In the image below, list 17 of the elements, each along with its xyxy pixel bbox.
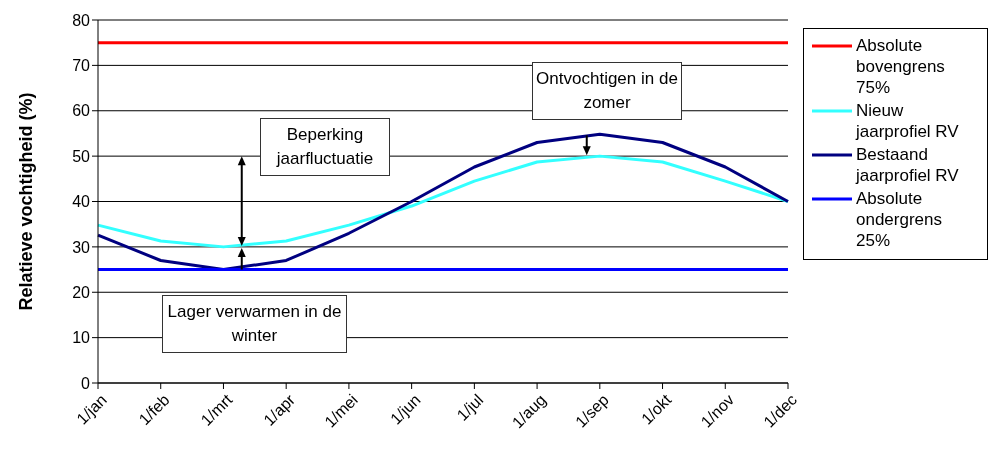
y-tick-label: 10 [72, 329, 91, 347]
y-tick-label: 40 [72, 193, 91, 211]
y-tick-label: 60 [72, 102, 91, 120]
annotation: Beperking jaarfluctuatie [260, 118, 390, 176]
legend-label: Absolute ondergrens 25% [856, 188, 943, 251]
annotation: Lager verwarmen in de winter [162, 295, 347, 353]
y-tick-label: 0 [81, 374, 91, 392]
legend-label: Absolute bovengrens 75% [856, 35, 946, 98]
annotation: Ontvochtigen in de zomer [532, 62, 682, 120]
legend-label: Nieuw jaarprofiel RV [856, 100, 960, 142]
y-axis-title: Relatieve vochtigheid (%) [16, 92, 37, 311]
y-tick-label: 70 [72, 57, 91, 75]
y-tick-label: 20 [72, 283, 91, 301]
y-tick-label: 50 [72, 147, 91, 165]
legend-label: Bestaand jaarprofiel RV [856, 144, 960, 186]
y-tick-label: 30 [72, 238, 91, 256]
y-tick-label: 80 [72, 11, 91, 29]
